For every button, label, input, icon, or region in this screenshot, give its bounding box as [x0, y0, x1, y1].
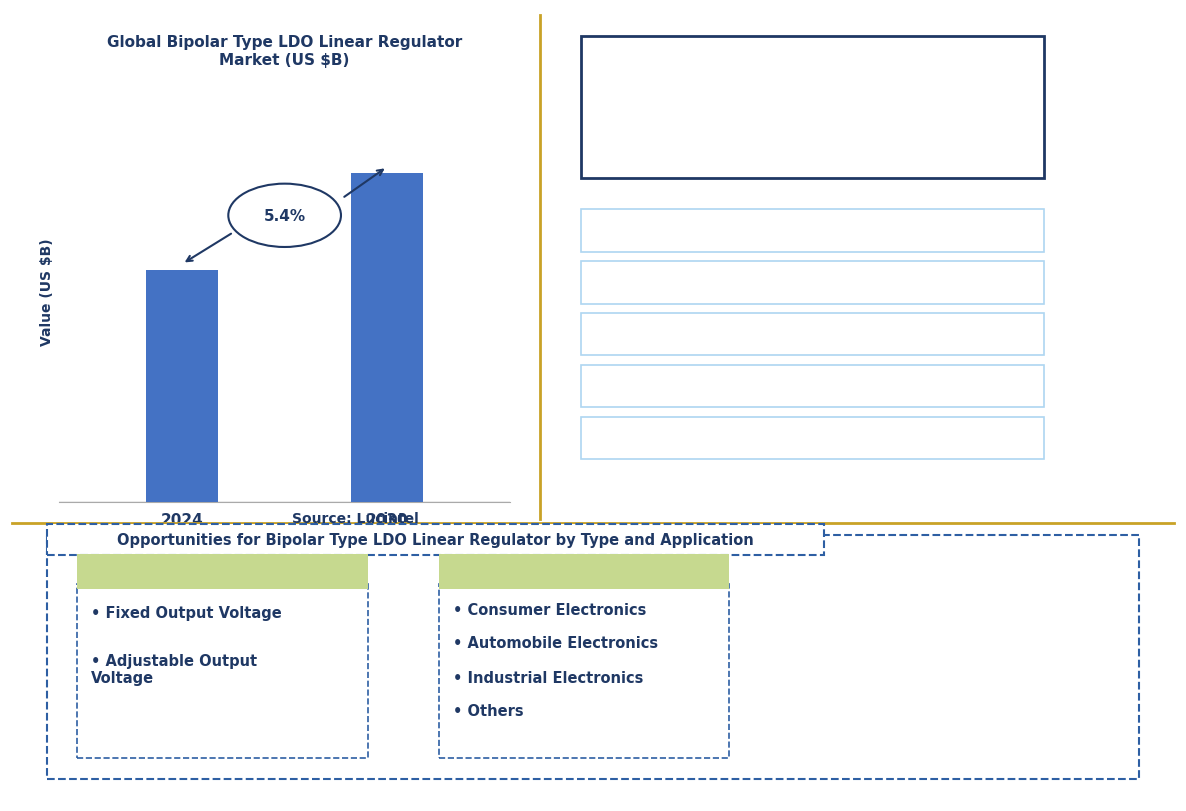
Text: Application: Application — [536, 564, 632, 579]
Text: Analog Devices: Analog Devices — [747, 380, 878, 394]
Text: Source: Lucintel: Source: Lucintel — [293, 511, 419, 525]
Bar — [351, 174, 423, 503]
Text: Opportunities for Bipolar Type LDO Linear Regulator by Type and Application: Opportunities for Bipolar Type LDO Linea… — [117, 533, 754, 547]
Text: Type: Type — [203, 564, 242, 579]
Text: On Semiconductor: On Semiconductor — [734, 276, 891, 290]
Text: Maxim Integrated: Maxim Integrated — [735, 431, 890, 446]
Text: Renesas Electronics: Renesas Electronics — [727, 328, 898, 342]
Title: Global Bipolar Type LDO Linear Regulator
Market (US $B): Global Bipolar Type LDO Linear Regulator… — [107, 35, 463, 67]
Bar — [146, 271, 218, 503]
Text: • Adjustable Output
Voltage: • Adjustable Output Voltage — [91, 653, 257, 685]
Text: • Others: • Others — [453, 703, 524, 718]
Text: 5.4%: 5.4% — [263, 208, 306, 224]
Text: • Consumer Electronics: • Consumer Electronics — [453, 603, 646, 617]
Y-axis label: Value (US $B): Value (US $B) — [40, 238, 53, 345]
Text: • Fixed Output Voltage: • Fixed Output Voltage — [91, 605, 282, 620]
Text: Texas Instruments: Texas Instruments — [733, 224, 892, 238]
Text: • Industrial Electronics: • Industrial Electronics — [453, 670, 644, 684]
Text: Major Players of Bipolar
Type LDO Linear Regulator
Market: Major Players of Bipolar Type LDO Linear… — [697, 82, 927, 132]
Text: • Automobile Electronics: • Automobile Electronics — [453, 636, 658, 650]
